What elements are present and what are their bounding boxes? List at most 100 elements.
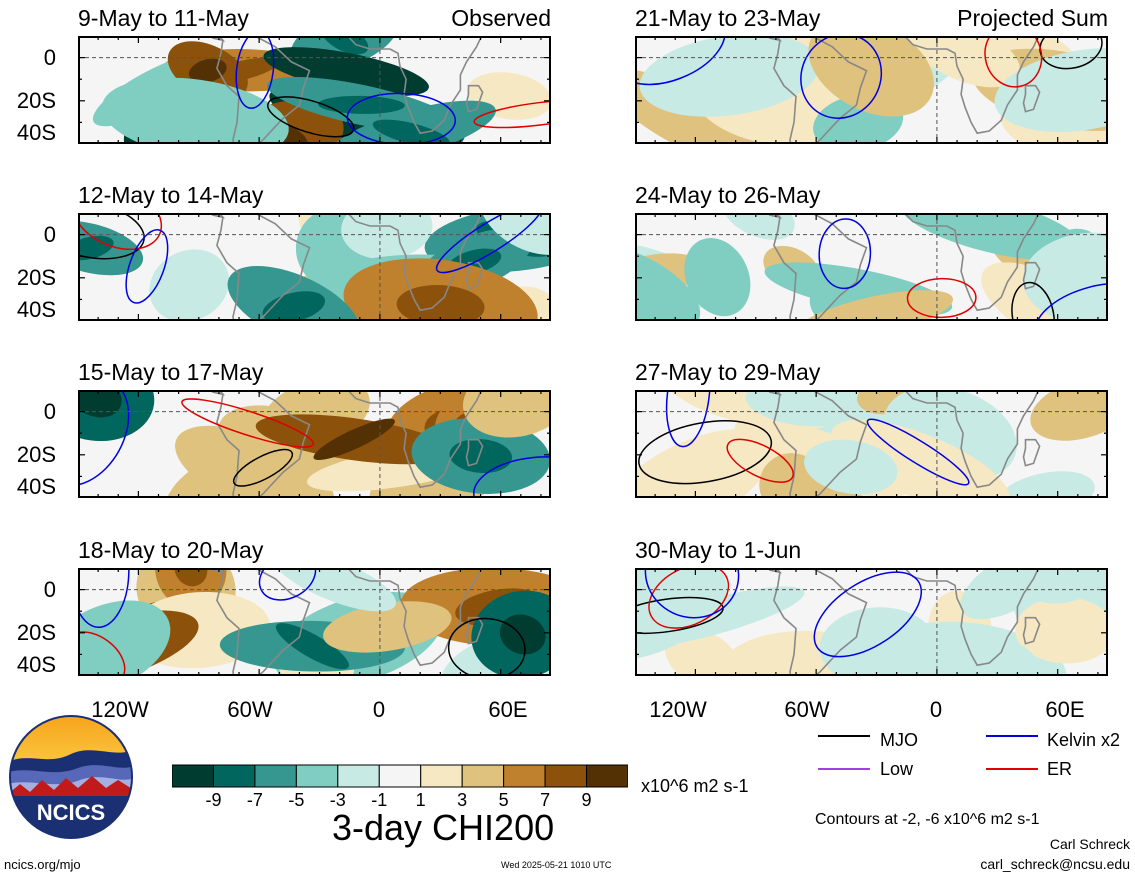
coastline <box>346 390 483 489</box>
colorbar-swatch <box>337 764 380 788</box>
colorbar-tick-label: 1 <box>415 790 426 810</box>
colorbar-tick-label: -7 <box>246 790 263 810</box>
chi200-map-panel <box>78 568 551 676</box>
chi-anomaly-region <box>1024 568 1108 604</box>
units-label: x10^6 m2 s-1 <box>641 776 749 796</box>
coastline <box>1022 84 1041 113</box>
chi-anomaly-region <box>804 439 898 495</box>
author-email: carl_schreck@ncsu.edu <box>980 856 1130 872</box>
lat-tick-label: 40S <box>16 120 56 145</box>
colorbar <box>172 764 628 788</box>
chi-anomaly-region <box>1015 597 1108 664</box>
wave-contour <box>473 99 551 129</box>
lat-tick-label: 20S <box>16 619 56 645</box>
lat-tick-label: 20S <box>16 441 56 467</box>
wave-contour <box>866 418 970 486</box>
chi-anomaly-region <box>321 36 369 55</box>
coastline <box>1022 261 1041 290</box>
colorbar-swatch <box>461 764 505 788</box>
chi-anomaly-region <box>920 634 1041 676</box>
chi-anomaly-region <box>318 95 405 114</box>
map-frame <box>635 568 1108 676</box>
wave-contour <box>78 568 130 629</box>
wave-contour <box>473 456 551 498</box>
chart-title: 3-day CHI200 <box>332 807 555 848</box>
author: Carl Schreck <box>1049 836 1130 852</box>
wave-contour <box>232 448 294 487</box>
colorbar-swatch <box>295 764 339 788</box>
chi-anomaly-region <box>462 390 551 438</box>
wave-contour <box>181 398 315 448</box>
wave-contour <box>665 390 711 448</box>
map-frame <box>78 36 551 144</box>
legend-label-er: ER <box>1047 759 1073 779</box>
chi-anomaly-region <box>1030 390 1108 441</box>
lon-tick-label: 60W <box>227 697 273 722</box>
chi-anomaly-region <box>313 418 395 461</box>
coastline <box>903 213 1040 312</box>
coastline <box>1022 438 1041 467</box>
chi-anomaly-region <box>271 568 397 612</box>
panel-title: 18-May to 20-May <box>78 537 264 563</box>
wave-contour <box>1034 282 1108 321</box>
coastline <box>346 36 483 135</box>
chi-anomaly-region <box>310 57 383 86</box>
chi-anomaly-region <box>684 238 751 317</box>
chi200-map-panel <box>635 213 1108 321</box>
lat-tick-label: 20S <box>16 264 56 290</box>
colorbar-tick-label: 9 <box>581 790 592 810</box>
chi-anomaly-region <box>341 213 433 260</box>
panel-tag: Observed <box>451 5 551 31</box>
colorbar-swatch <box>586 764 628 788</box>
wave-contour <box>800 36 883 119</box>
lon-tick-label: 60E <box>488 697 528 722</box>
lat-tick-label: 20S <box>16 87 56 113</box>
wave-contour <box>726 438 794 483</box>
coastline <box>1022 616 1041 645</box>
lat-tick-label: 40S <box>16 474 56 499</box>
colorbar-tick-label: -5 <box>288 790 305 810</box>
wave-contour <box>984 36 1043 88</box>
chi-anomaly-region <box>449 439 513 473</box>
chi200-map-panel <box>78 213 551 321</box>
colorbar-tick-label: 7 <box>540 790 551 810</box>
wave-contour <box>235 36 275 109</box>
chi-anomaly-region <box>149 249 230 321</box>
map-frame <box>635 213 1108 321</box>
wave-contour <box>346 92 457 144</box>
colorbar-tick-label: 5 <box>498 790 509 810</box>
contour-note: Contours at -2, -6 x10^6 m2 s-1 <box>815 811 1040 828</box>
lon-tick-label: 60E <box>1045 697 1085 722</box>
chi-anomaly-region <box>899 213 1083 261</box>
chi200-map-panel <box>78 390 551 498</box>
chi-anomaly-region <box>819 607 936 676</box>
legend-label-low: Low <box>880 759 914 779</box>
chi-anomaly-region <box>262 291 326 321</box>
coastline <box>903 390 1040 489</box>
colorbar-swatch <box>254 764 297 788</box>
panel-title: 30-May to 1-Jun <box>635 537 802 563</box>
lon-tick-label: 120W <box>91 697 149 722</box>
chi-anomaly-region <box>499 614 546 655</box>
map-frame <box>78 568 551 676</box>
coastline <box>465 438 484 467</box>
colorbar-tick-label: -3 <box>329 790 346 810</box>
chi200-map-panel <box>635 568 1108 676</box>
panel-title: 21-May to 23-May <box>635 5 821 31</box>
lon-tick-label: 120W <box>649 697 707 722</box>
logo-text: NCICS <box>37 800 105 825</box>
wave-contour <box>78 390 130 487</box>
colorbar-swatch <box>503 764 546 788</box>
chi200-map-panel <box>635 390 1108 498</box>
wave-contour <box>813 571 923 658</box>
chi-anomaly-region <box>995 471 1095 498</box>
wave-contour <box>906 277 977 319</box>
timestamp: Wed 2025-05-21 1010 UTC <box>501 860 612 870</box>
coastline <box>465 84 484 113</box>
source-url[interactable]: ncics.org/mjo <box>4 857 81 872</box>
chi-anomaly-region <box>78 390 122 418</box>
ncics-logo: NCICS <box>9 715 133 839</box>
lat-tick-label: 40S <box>16 652 56 677</box>
chi-anomaly-region <box>164 451 286 498</box>
lon-tick-label: 0 <box>929 697 943 722</box>
